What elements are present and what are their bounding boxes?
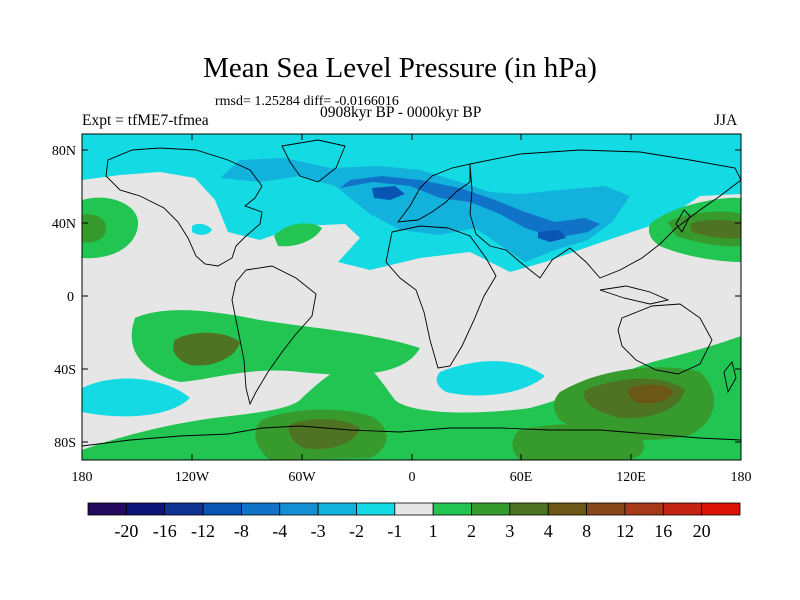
map-frame xyxy=(81,133,742,461)
pos-north-pacific-west xyxy=(82,197,139,259)
colorbar-swatch xyxy=(241,502,281,516)
coast-maritime-continent xyxy=(599,285,670,305)
colorbar-label: -1 xyxy=(387,521,402,541)
lon-label-180w: 180 xyxy=(72,470,93,485)
neg-band-north-strong xyxy=(340,176,600,238)
coast-europe xyxy=(397,163,471,223)
coast-australia xyxy=(617,303,713,375)
coast-africa xyxy=(385,225,497,369)
neg-core-india xyxy=(538,230,566,242)
colorbar-swatch xyxy=(279,502,319,516)
colorbar-swatch xyxy=(125,502,166,516)
map-title: Mean Sea Level Pressure (in hPa) xyxy=(203,52,597,84)
colorbar-label: 4 xyxy=(544,521,553,541)
neg-band-north-mid xyxy=(220,158,630,262)
lat-label-40s: 40S xyxy=(54,363,76,378)
coast-north-america xyxy=(105,147,263,267)
colorbar-label: -12 xyxy=(191,521,215,541)
colorbar-label: 8 xyxy=(582,521,591,541)
stats-label: rmsd= 1.25284 diff= -0.0166016 xyxy=(215,94,399,109)
neg-spot-north-pacific xyxy=(192,223,212,235)
pos-north-pacific-east-core xyxy=(690,220,741,239)
pos-antarctic-rim-pacific xyxy=(512,424,644,460)
colorbar-label: -16 xyxy=(153,521,177,541)
coast-south-america xyxy=(231,265,317,406)
colorbar-swatch xyxy=(202,502,242,516)
coast-antarctica xyxy=(82,425,741,447)
colorbar-swatch xyxy=(547,502,587,516)
lat-label-80n: 80N xyxy=(52,144,76,159)
pos-north-pacific-west-core xyxy=(82,214,107,243)
colorbar-swatch xyxy=(317,502,357,516)
pressure-anomaly-field xyxy=(82,134,741,460)
lon-label-180e: 180 xyxy=(731,470,752,485)
season-label: JJA xyxy=(714,112,738,129)
colorbar-swatch xyxy=(509,502,549,516)
colorbar-label: -20 xyxy=(114,521,138,541)
experiment-label: Expt = tfME7-tfmea xyxy=(82,112,209,129)
period-label: 0908kyr BP - 0000kyr BP xyxy=(320,104,482,121)
coast-new-zealand xyxy=(723,361,737,394)
colorbar-swatch xyxy=(662,502,703,516)
colorbar-label: 12 xyxy=(616,521,634,541)
lat-label-80s: 80S xyxy=(54,436,76,451)
lon-label-60w: 60W xyxy=(288,470,316,485)
colorbar-label: 1 xyxy=(429,521,438,541)
colorbar-swatch xyxy=(432,502,472,516)
coastlines xyxy=(82,139,741,447)
colorbar-label: 16 xyxy=(654,521,672,541)
colorbar-label: -2 xyxy=(349,521,364,541)
colorbar-swatch xyxy=(701,502,741,516)
lat-label-0: 0 xyxy=(67,290,74,305)
colorbar-label: 2 xyxy=(467,521,476,541)
tick-marks xyxy=(81,134,742,460)
pos-north-atlantic xyxy=(274,223,322,247)
colorbar-swatch xyxy=(471,502,511,516)
lat-label-40n: 40N xyxy=(52,217,76,232)
lon-label-120e: 120E xyxy=(616,470,646,485)
coast-asia xyxy=(469,149,741,279)
colorbar-label: 3 xyxy=(505,521,514,541)
colorbar-swatch xyxy=(624,502,664,516)
colorbar-swatch xyxy=(586,502,626,516)
colorbar-label: -4 xyxy=(272,521,287,541)
pos-south-pacific-subtropical-core xyxy=(173,332,240,366)
colorbar-swatch xyxy=(394,502,434,516)
coast-greenland xyxy=(281,139,346,183)
colorbar-label: -3 xyxy=(311,521,326,541)
colorbar-label: -8 xyxy=(234,521,249,541)
lon-label-60e: 60E xyxy=(510,470,533,485)
neg-core-siberia xyxy=(372,186,405,200)
coast-japan xyxy=(675,209,691,233)
lon-label-120w: 120W xyxy=(175,470,210,485)
neg-south-indian xyxy=(436,361,545,396)
colorbar xyxy=(87,502,741,516)
colorbar-swatch xyxy=(87,502,127,516)
colorbar-labels: -20 -16 -12 -8 -4 -3 -2 -1 1 2 3 4 8 12 16 20 xyxy=(114,521,710,541)
colorbar-swatch xyxy=(164,502,204,516)
pos-southern-ocean-deep-indian xyxy=(628,384,674,404)
colorbar-swatch xyxy=(356,502,396,516)
neg-south-pacific xyxy=(82,378,190,417)
lon-label-0: 0 xyxy=(409,470,416,485)
colorbar-label: 20 xyxy=(693,521,711,541)
